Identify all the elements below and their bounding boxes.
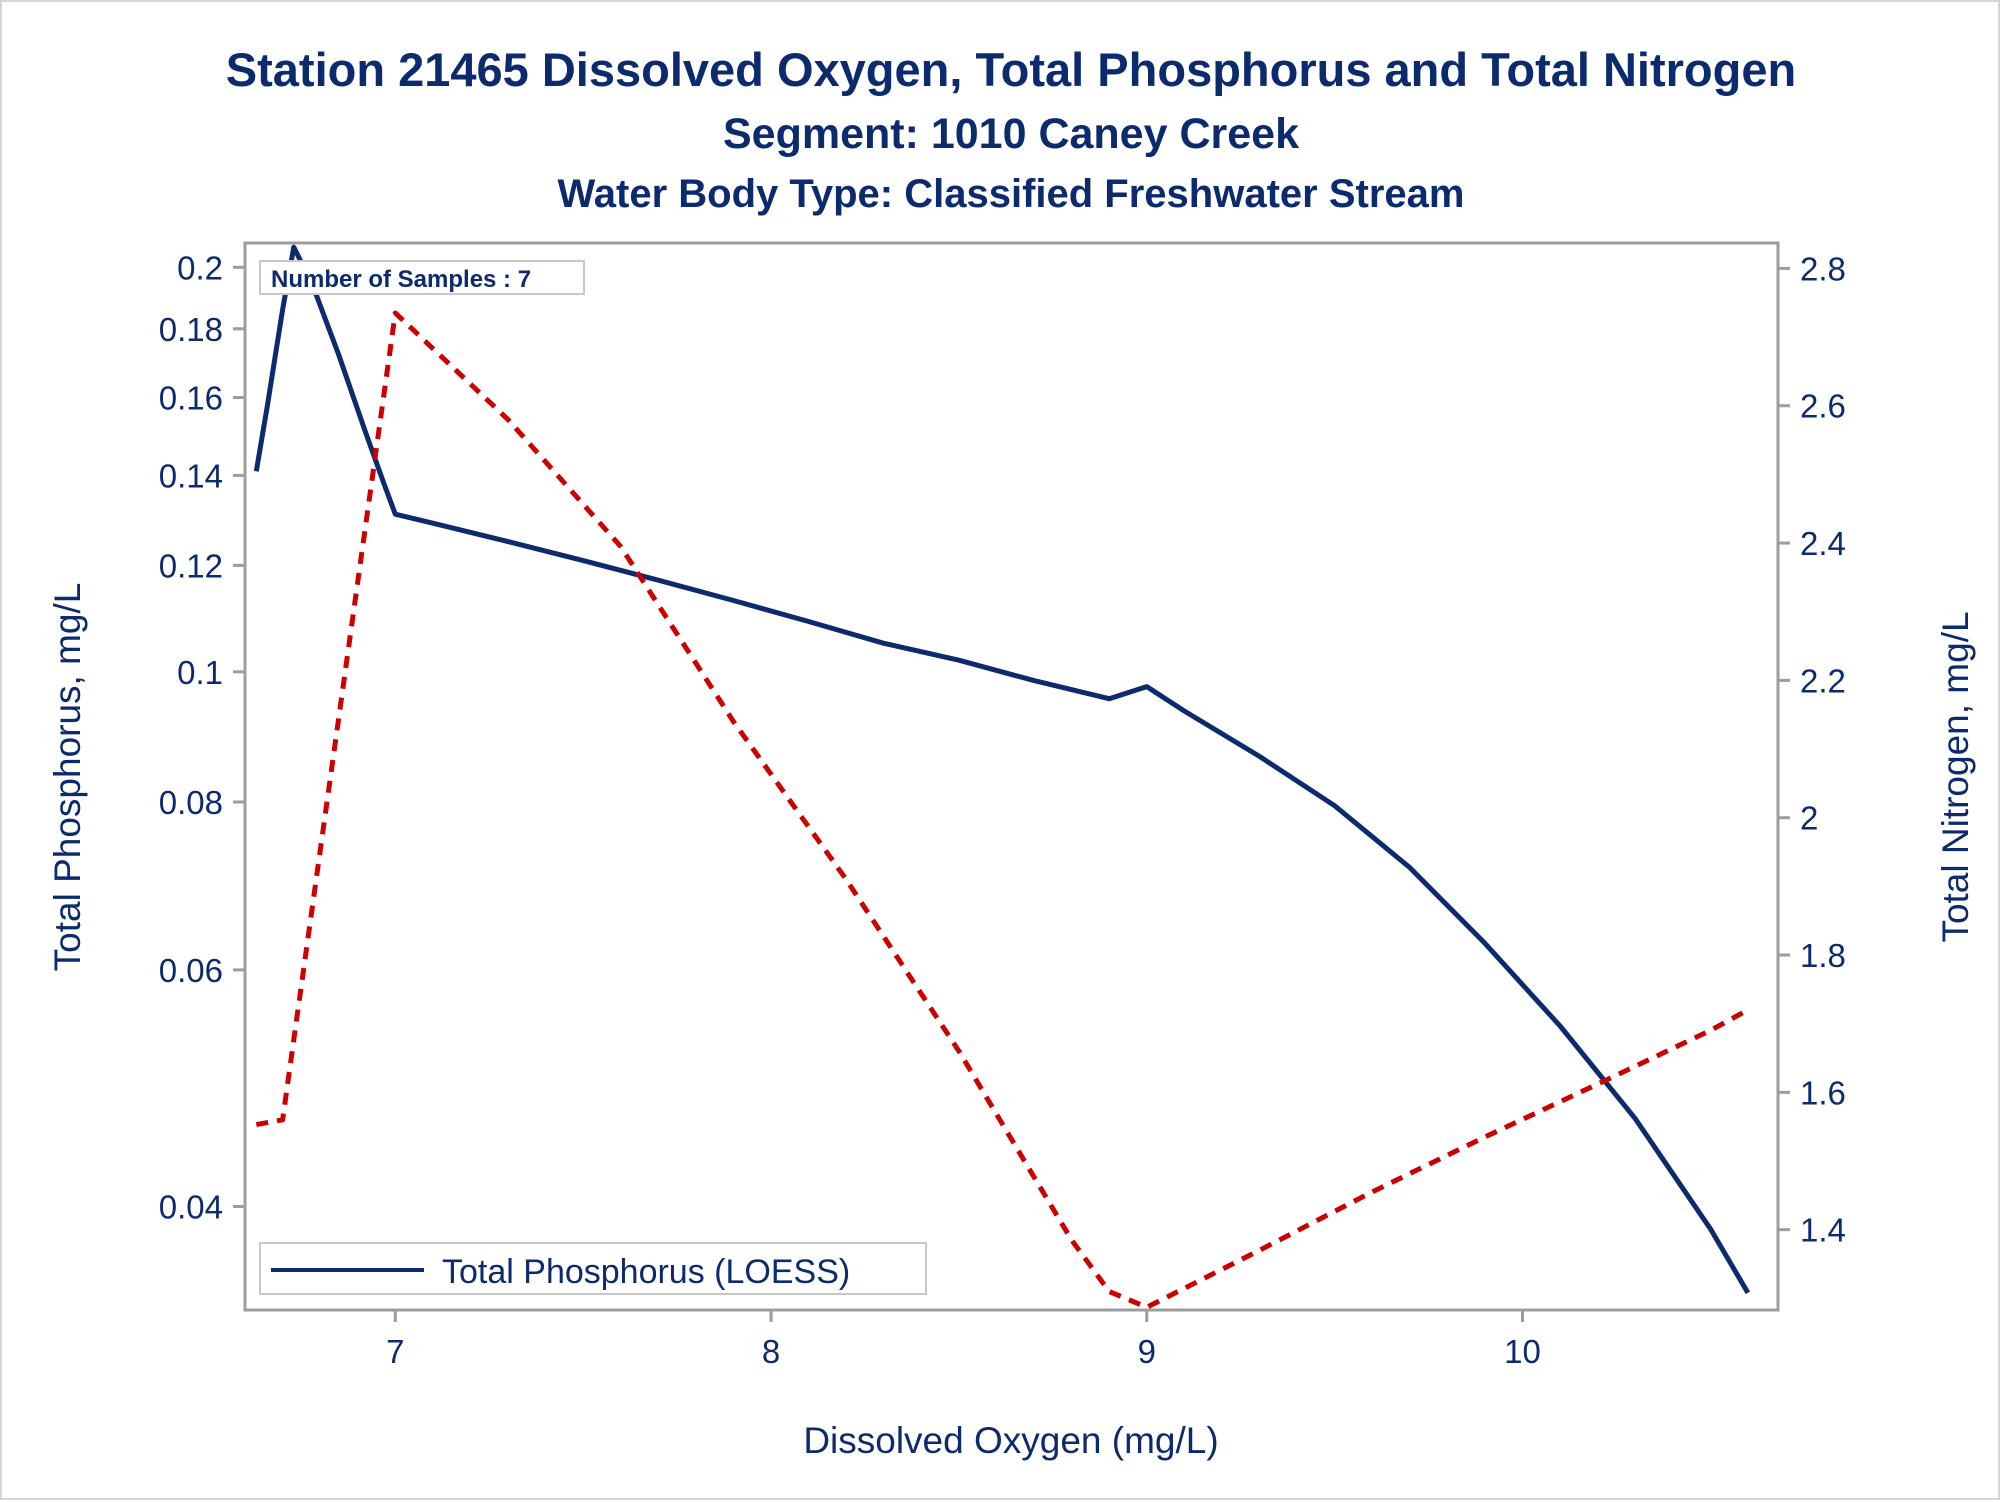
y-tick-label: 0.1 — [177, 654, 223, 691]
plot-area-frame — [243, 241, 1780, 1312]
y2-tick-label: 2.6 — [1800, 388, 1846, 425]
y-axis-right: 1.4 1.6 1.8 2 2.2 2.4 2.6 2.8 — [1778, 250, 1846, 1249]
y-tick-label: 0.2 — [177, 249, 223, 286]
chart-subtitle: Segment: 1010 Caney Creek — [723, 110, 1299, 158]
y-tick-label: 0.08 — [159, 784, 223, 821]
x-axis: 7 8 9 10 — [386, 1310, 1541, 1370]
y-tick-label: 0.04 — [159, 1189, 223, 1226]
legend-label-phosphorus: Total Phosphorus (LOESS) — [442, 1253, 850, 1291]
x-tick-label: 8 — [762, 1333, 780, 1370]
y2-tick-label: 2.4 — [1800, 525, 1846, 562]
y2-tick-label: 1.4 — [1800, 1212, 1846, 1249]
series-layer — [253, 244, 1751, 1310]
y2-tick-label: 2.8 — [1800, 250, 1846, 287]
y-tick-label: 0.14 — [159, 457, 223, 494]
sample-count-box — [259, 260, 585, 295]
y-tick-label: 0.16 — [159, 380, 223, 417]
x-tick-label: 10 — [1504, 1333, 1541, 1370]
y2-tick-label: 1.8 — [1800, 937, 1846, 974]
y2-tick-label: 2.2 — [1800, 662, 1846, 699]
sample-count-annotation: Number of Samples : 7 — [271, 266, 531, 293]
x-axis-label: Dissolved Oxygen (mg/L) — [803, 1420, 1218, 1461]
y2-tick-label: 2 — [1800, 800, 1818, 837]
x-tick-label: 7 — [386, 1333, 404, 1370]
y-tick-label: 0.06 — [159, 952, 223, 989]
series-line-total-nitrogen — [255, 310, 1750, 1310]
x-tick-label: 9 — [1138, 1333, 1156, 1370]
chart-title: Station 21465 Dissolved Oxygen, Total Ph… — [226, 43, 1796, 96]
chart-subtitle-secondary: Water Body Type: Classified Freshwater S… — [558, 172, 1465, 216]
y-axis-left-label: Total Phosphorus, mg/L — [47, 583, 88, 972]
y-axis-right-label: Total Nitrogen, mg/L — [1935, 611, 1976, 942]
series-line-total-phosphorus — [253, 244, 1751, 1295]
y-tick-label: 0.12 — [159, 547, 223, 584]
y-axis-left: 0.04 0.06 0.08 0.1 0.12 0.14 0.16 0.18 0.2 — [159, 249, 245, 1226]
y2-tick-label: 1.6 — [1800, 1074, 1846, 1111]
y-tick-label: 0.18 — [159, 311, 223, 348]
